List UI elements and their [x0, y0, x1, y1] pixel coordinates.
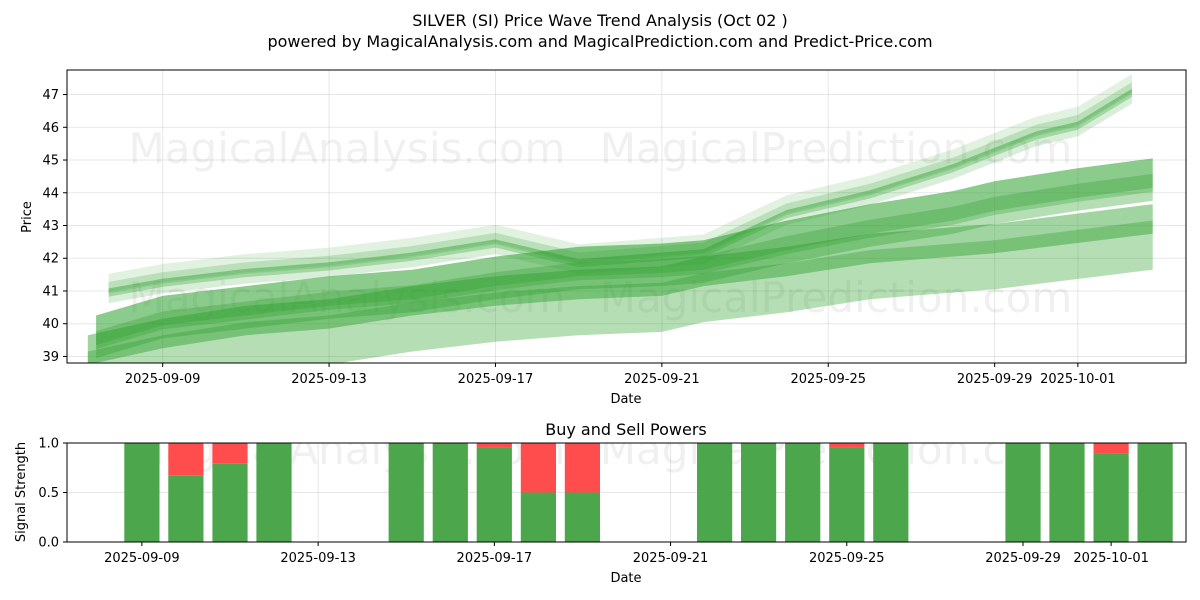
sell-power-bar	[476, 443, 512, 448]
signal-x-tick-label: 2025-09-25	[809, 551, 885, 566]
price-y-tick-label: 41	[42, 284, 59, 299]
signal-x-tick-label: 2025-09-09	[104, 551, 180, 566]
sell-power-bar	[520, 443, 556, 493]
wave-band-middle-wave	[96, 173, 1153, 350]
wave-band-upper-wave	[108, 74, 1132, 292]
watermark-text: MagicalPrediction.com	[600, 273, 1073, 322]
buy-power-bar	[564, 492, 600, 542]
wave-band-upper-wave	[108, 88, 1132, 304]
buy-power-bar	[741, 443, 777, 542]
buy-power-bar	[1137, 443, 1173, 542]
buy-power-bar	[829, 447, 865, 542]
wave-band-lower-wave	[87, 204, 1153, 363]
price-y-tick-label: 46	[42, 121, 59, 136]
price-x-tick-label: 2025-10-01	[1040, 372, 1116, 387]
price-x-tick-label: 2025-09-25	[790, 372, 866, 387]
sell-power-bar	[212, 443, 248, 464]
price-grid	[67, 70, 1186, 363]
chart-title: SILVER (SI) Price Wave Trend Analysis (O…	[412, 11, 787, 30]
signal-x-tick-label: 2025-09-21	[633, 551, 709, 566]
price-x-ticks: 2025-09-09 2025-09-13 2025-09-17 2025-09-21…	[125, 363, 1116, 387]
price-y-tick-label: 42	[42, 252, 59, 267]
watermark-text: MagicalAnalysis.com	[129, 273, 566, 322]
price-x-tick-label: 2025-09-09	[125, 372, 201, 387]
wave-band-upper-wave	[108, 82, 1132, 294]
sell-power-bar	[829, 443, 865, 448]
signal-x-axis-label: Date	[610, 571, 641, 586]
price-x-tick-label: 2025-09-21	[624, 372, 700, 387]
wave-band-lower-wave	[87, 220, 1153, 363]
price-y-tick-label: 47	[42, 88, 59, 103]
sell-power-bar	[564, 443, 600, 493]
signal-x-tick-label: 2025-09-29	[985, 551, 1061, 566]
wave-band-middle-wave	[96, 158, 1153, 359]
watermark-text: MagicalAnalysis.com	[129, 124, 566, 173]
buy-power-bar	[168, 475, 204, 542]
wave-band-middle-wave	[96, 158, 1153, 345]
signal-y-tick-label: 1.0	[38, 437, 59, 452]
buy-power-bar	[256, 443, 292, 542]
signal-title: Buy and Sell Powers	[545, 420, 707, 439]
buy-power-bar	[520, 492, 556, 542]
price-y-tick-label: 44	[42, 186, 59, 201]
price-x-tick-label: 2025-09-17	[458, 372, 534, 387]
buy-power-bar	[1005, 443, 1041, 542]
buy-power-bar	[697, 443, 733, 542]
signal-x-tick-label: 2025-10-01	[1073, 551, 1149, 566]
buy-power-bar	[785, 443, 821, 542]
wave-band-upper-wave	[108, 88, 1132, 297]
buy-power-bar	[212, 463, 248, 542]
price-plot-frame	[66, 69, 1187, 364]
signal-y-tick-label: 0.5	[38, 486, 59, 501]
chart-subtitle: powered by MagicalAnalysis.com and Magic…	[267, 32, 932, 51]
price-x-tick-label: 2025-09-13	[291, 372, 367, 387]
signal-x-tick-label: 2025-09-13	[280, 551, 356, 566]
signal-x-ticks: 2025-09-09 2025-09-13 2025-09-17 2025-09-21…	[104, 542, 1149, 566]
buy-power-bar	[476, 447, 512, 542]
price-panel: MagicalAnalysis.com MagicalPrediction.co…	[20, 69, 1187, 407]
buy-power-bar	[124, 443, 160, 542]
sell-power-bar	[168, 443, 204, 476]
price-wave-bands	[87, 74, 1153, 363]
buy-power-bar	[388, 443, 424, 542]
price-x-tick-label: 2025-09-29	[957, 372, 1033, 387]
price-y-tick-label: 43	[42, 219, 59, 234]
price-y-tick-label: 45	[42, 154, 59, 169]
price-y-tick-label: 39	[42, 350, 59, 365]
signal-y-axis-label: Signal Strength	[14, 442, 29, 542]
signal-y-ticks: 0.0 0.5 1.0	[38, 437, 67, 551]
buy-power-bar	[1049, 443, 1085, 542]
price-x-axis-label: Date	[610, 392, 641, 407]
price-watermarks: MagicalAnalysis.com MagicalPrediction.co…	[129, 124, 1073, 322]
buy-power-bar	[873, 443, 909, 542]
sell-power-bar	[1093, 443, 1129, 454]
signal-panel: Buy and Sell Powers MagicalAnalysis.com …	[14, 420, 1187, 586]
signal-x-tick-label: 2025-09-17	[457, 551, 533, 566]
buy-power-bar	[432, 443, 468, 542]
watermark-text: MagicalPrediction.com	[600, 124, 1073, 173]
signal-bars	[124, 443, 1173, 542]
price-y-tick-label: 40	[42, 317, 59, 332]
price-y-ticks: 39 40 41 42 43 44 45 46 47	[42, 88, 67, 365]
signal-y-tick-label: 0.0	[38, 536, 59, 551]
price-y-axis-label: Price	[20, 201, 35, 233]
buy-power-bar	[1093, 453, 1129, 542]
